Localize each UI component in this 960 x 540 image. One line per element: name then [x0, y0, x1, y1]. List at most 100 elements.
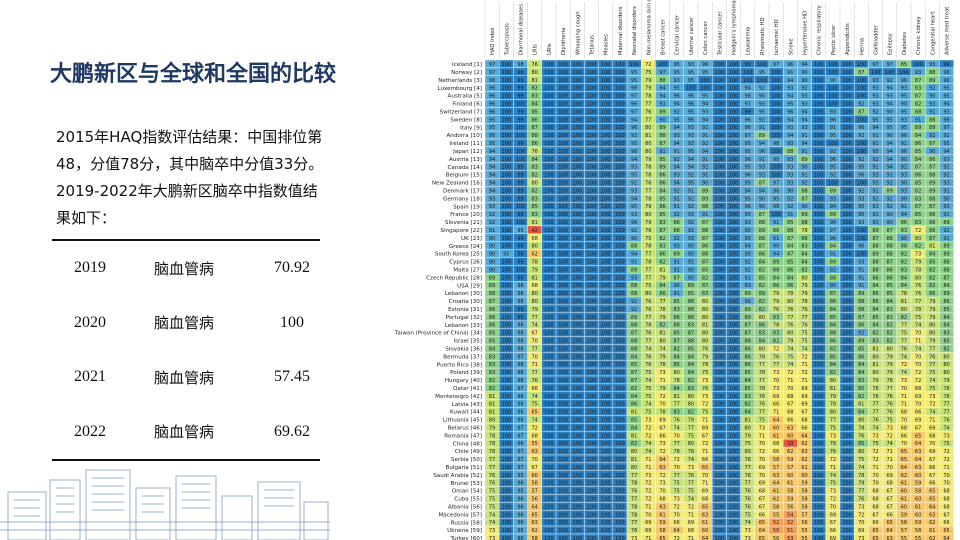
cell-value: 100 — [715, 109, 725, 115]
cell-value: 93 — [830, 109, 836, 115]
cell-value: 79 — [645, 220, 651, 226]
cell-value: 90 — [901, 196, 907, 202]
cell-value: 81 — [532, 220, 538, 226]
cell-value: 92 — [745, 267, 751, 273]
cell-value: 80 — [872, 370, 878, 376]
cell-value: 60 — [532, 473, 538, 479]
cell-value: 100 — [601, 402, 611, 408]
cell-value: 93 — [631, 165, 637, 171]
cell-value: 100 — [615, 78, 625, 84]
cell-value: 83 — [901, 228, 907, 234]
cell-value: 93 — [688, 212, 694, 218]
cell-value: 100 — [814, 212, 824, 218]
cell-value: 95 — [631, 70, 637, 76]
row-label: Australia [5] — [448, 94, 482, 100]
cell-value: 56 — [773, 536, 779, 540]
cell-value: 100 — [842, 331, 852, 337]
cell-value: 100 — [544, 196, 554, 202]
cell-value: 80 — [688, 394, 694, 400]
cell-value: 74 — [872, 425, 878, 431]
cell-value: 79 — [688, 418, 694, 424]
cell-value: 93 — [631, 188, 637, 194]
cell-value: 100 — [587, 339, 597, 345]
cell-value: 78 — [645, 244, 651, 250]
cell-value: 100 — [615, 512, 625, 518]
cell-value: 99 — [943, 62, 949, 68]
cell-value: 100 — [587, 70, 597, 76]
cell-value: 100 — [814, 275, 824, 281]
cell-value: 100 — [814, 481, 824, 487]
cell-value: 100 — [715, 394, 725, 400]
cell-value: 86 — [872, 299, 878, 305]
cell-value: 80 — [901, 307, 907, 313]
cell-value: 100 — [814, 394, 824, 400]
cell-value: 71 — [773, 410, 779, 416]
cell-value: 86 — [759, 323, 765, 329]
cell-value: 100 — [558, 457, 568, 463]
cell-value: 77 — [532, 315, 538, 321]
cell-value: 100 — [615, 149, 625, 155]
cell-value: 100 — [601, 244, 611, 250]
cell-value: 100 — [544, 433, 554, 439]
cell-value: 100 — [544, 109, 554, 115]
cell-value: 76 — [702, 346, 708, 352]
cell-value: 66 — [773, 402, 779, 408]
cell-value: 58 — [915, 528, 921, 534]
cell-value: 84 — [787, 244, 793, 250]
cell-value: 82 — [872, 331, 878, 337]
cell-value: 100 — [842, 378, 852, 384]
cell-value: 79 — [645, 157, 651, 163]
cell-value: 100 — [842, 173, 852, 179]
cell-value: 100 — [601, 173, 611, 179]
column-header: Gallbladder — [874, 24, 880, 55]
cell-value: 89 — [801, 157, 807, 163]
cell-value: 99 — [517, 141, 523, 147]
cell-value: 100 — [771, 125, 781, 131]
cell-value: 72 — [915, 370, 921, 376]
cell-value: 75 — [532, 402, 538, 408]
cell-value: 76 — [901, 346, 907, 352]
cell-value: 74 — [745, 520, 751, 526]
cell-value: 63 — [887, 536, 893, 540]
cell-value: 84 — [801, 260, 807, 266]
cell-value: 88 — [929, 70, 935, 76]
cell-value: 100 — [544, 536, 554, 540]
cell-value: 84 — [915, 133, 921, 139]
cell-value: 100 — [601, 481, 611, 487]
cell-value: 75 — [702, 370, 708, 376]
cell-value: 100 — [558, 441, 568, 447]
cell-value: 100 — [615, 378, 625, 384]
cell-value: 76 — [532, 378, 538, 384]
cell-value: 93 — [631, 275, 637, 281]
cell-value: 100 — [502, 536, 512, 540]
cell-value: 100 — [729, 78, 739, 84]
cell-value: 100 — [502, 109, 512, 115]
cell-value: 100 — [558, 307, 568, 313]
cell-value: 82 — [773, 339, 779, 345]
cell-value: 96 — [830, 117, 836, 123]
cell-value: 80 — [702, 299, 708, 305]
cell-value: 100 — [502, 449, 512, 455]
cell-value: 82 — [631, 441, 637, 447]
cell-value: 81 — [532, 275, 538, 281]
cell-value: 69 — [688, 520, 694, 526]
cell-value: 58 — [532, 536, 538, 540]
cell-value: 75 — [801, 331, 807, 337]
cell-value: 80 — [702, 331, 708, 337]
row-label: Finland [6] — [452, 102, 482, 108]
cell-value: 99 — [517, 244, 523, 250]
cell-value: 67 — [830, 520, 836, 526]
cell-value: 100 — [814, 165, 824, 171]
cell-value: 100 — [729, 481, 739, 487]
cell-value: 93 — [858, 196, 864, 202]
row-label: Kuwait [44] — [450, 410, 482, 416]
cell-value: 57 — [787, 465, 793, 471]
column-header: Peptic ulcer — [831, 24, 837, 55]
cell-value: 93 — [872, 173, 878, 179]
cell-value: 81 — [489, 394, 495, 400]
cell-value: 91 — [674, 291, 680, 297]
cell-value: 82 — [659, 236, 665, 242]
cell-value: 70 — [674, 433, 680, 439]
cell-value: 91 — [872, 141, 878, 147]
cell-value: 98 — [517, 370, 523, 376]
